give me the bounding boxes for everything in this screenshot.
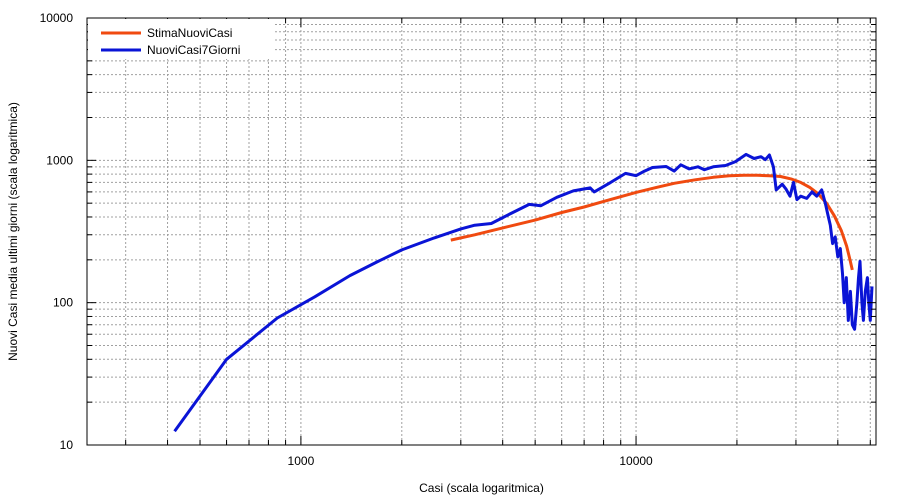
grid-lines	[87, 18, 876, 445]
axis-ticks	[87, 18, 876, 445]
legend: StimaNuoviCasi NuoviCasi7Giorni	[88, 19, 273, 59]
series-line-1	[450, 173, 854, 271]
series-line-2	[173, 152, 874, 433]
y-axis-title: Nuovi Casi media ultimi giorni (scala lo…	[6, 102, 20, 361]
x-tick-label: 10000	[619, 454, 653, 468]
series-layer	[173, 152, 874, 433]
legend-background	[88, 19, 273, 59]
y-tick-label: 10	[60, 438, 74, 452]
x-tick-label: 1000	[288, 454, 315, 468]
y-tick-label: 100	[53, 296, 73, 310]
x-axis-title: Casi (scala logaritmica)	[419, 481, 544, 495]
legend-label-1: StimaNuoviCasi	[147, 26, 232, 40]
y-tick-label: 1000	[46, 153, 73, 167]
tick-labels: 1000 10000 10 100 1000 10000	[40, 11, 653, 468]
y-tick-label: 10000	[40, 11, 74, 25]
legend-label-2: NuoviCasi7Giorni	[147, 43, 240, 57]
plot-frame	[86, 17, 877, 446]
